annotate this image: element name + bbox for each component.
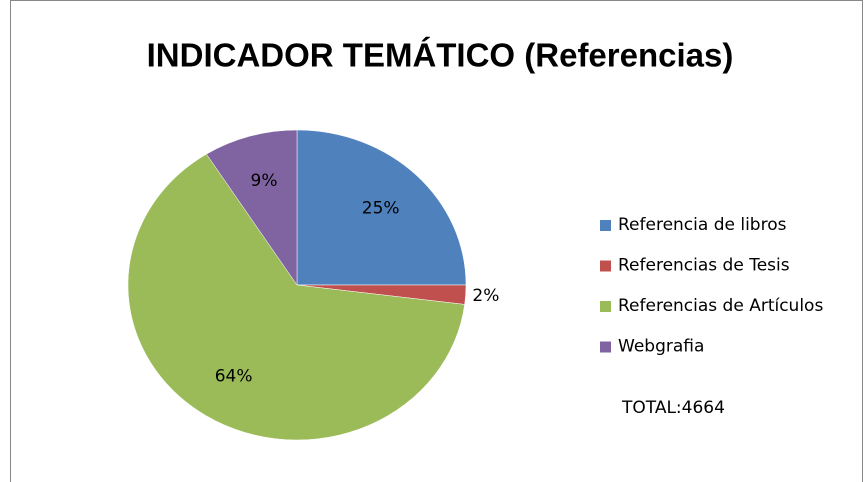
legend-label: Referencia de libros <box>618 215 787 235</box>
data-label: 64% <box>215 367 253 387</box>
legend-swatch <box>600 301 611 312</box>
legend-swatch <box>600 260 611 272</box>
legend-swatch <box>600 341 611 353</box>
pie-slice <box>127 153 465 441</box>
data-label: 25% <box>362 198 400 218</box>
legend-label: Webgrafia <box>618 337 704 357</box>
data-label: 2% <box>472 286 499 306</box>
annotation: TOTAL:4664 <box>621 398 725 418</box>
legend-swatch <box>600 220 611 231</box>
chart-title: INDICADOR TEMÁTICO (Referencias) <box>147 37 734 74</box>
legend-label: Referencias de Tesis <box>618 256 790 276</box>
pie-slice <box>296 129 467 286</box>
pie-slice <box>206 129 298 286</box>
legend-label: Referencias de Artículos <box>618 296 823 316</box>
data-label: 9% <box>251 171 278 191</box>
